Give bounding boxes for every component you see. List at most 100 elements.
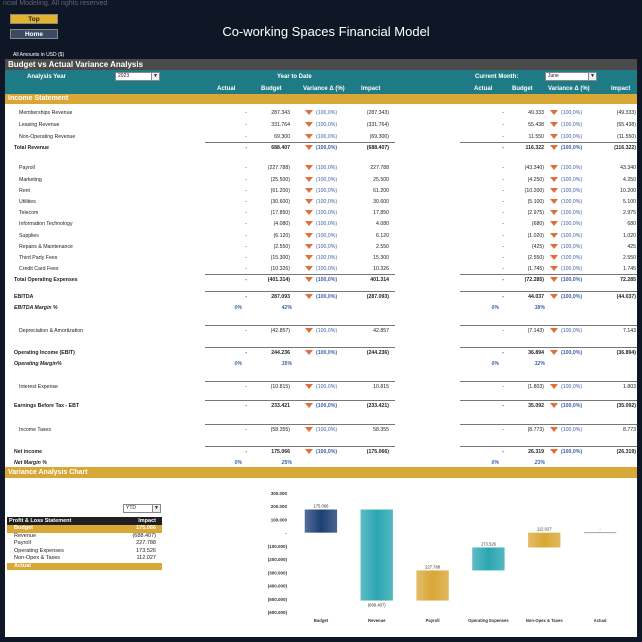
pl-row: Operating Expenses 173.526 (7, 548, 162, 556)
table-row: Marketing - (25.500) (100,0%) 25.500 - (4.250)… (5, 175, 637, 185)
budget-ytd: (61.200) (270, 188, 290, 194)
budget-ytd: (25.500) (270, 177, 290, 183)
variance-month: (100,0%) (550, 382, 582, 392)
bar-budget (304, 509, 338, 533)
current-month-select[interactable]: June ▼ (545, 72, 597, 81)
table-row: Depreciation & Amortization - (42.857) (100… (5, 326, 637, 336)
variance-ytd: (100,0%) (305, 264, 337, 274)
variance-month: (100,0%) (550, 208, 582, 218)
row-divider (460, 142, 637, 143)
impact-ytd: 10.326 (373, 266, 389, 272)
row-label: Net Margin % (14, 460, 47, 466)
row-label: Third Party Fees (19, 255, 58, 261)
impact-ytd: 227.788 (370, 165, 389, 171)
table-row: Operating Margin% 0% 35% 0% 32% (5, 359, 637, 369)
home-button[interactable]: Home (10, 29, 58, 39)
budget-ytd: (10.326) (270, 266, 290, 272)
actual-month: - (502, 134, 504, 140)
actual-ytd: - (245, 427, 247, 433)
variance-month: (100,0%) (550, 163, 582, 173)
variance-ytd: (100,0%) (305, 242, 337, 252)
data-label: 173.526 (481, 541, 497, 546)
budget-month: (680) (531, 221, 544, 227)
impact-month: (44.037) (616, 294, 636, 300)
current-month-value: June (548, 73, 559, 79)
category-label: Operating Expenses (468, 618, 509, 623)
impact-ytd: 58.355 (373, 427, 389, 433)
budget-month: (5.100) (527, 199, 544, 205)
variance-value: (100,0%) (316, 350, 338, 356)
y-tick-label: 300.000 (271, 491, 288, 496)
impact-ytd: (233.421) (366, 403, 389, 409)
actual-ytd: - (245, 384, 247, 390)
row-divider (460, 325, 637, 326)
actual-ytd: - (245, 294, 247, 300)
category-label: Non-Opex & Taxes (526, 618, 564, 623)
arrow-down-icon (550, 110, 558, 116)
table-row: Operating Income (EBIT) - 244.236 (100,0%) (… (5, 348, 637, 358)
impact-ytd: (175.066) (366, 449, 389, 455)
budget-month: (43.340) (524, 165, 544, 171)
actual-ytd: - (245, 328, 247, 334)
variance-value: (100,0%) (561, 122, 583, 128)
budget-month: 35.092 (528, 403, 544, 409)
budget-ytd: (15.300) (270, 255, 290, 261)
row-label: Repairs & Maintenance (19, 244, 73, 250)
arrow-down-icon (550, 122, 558, 128)
period-select[interactable]: YTD ▼ (123, 504, 161, 513)
impact-ytd: (287.093) (366, 294, 389, 300)
arrow-down-icon (550, 403, 558, 409)
budget-month: (1.803) (527, 384, 544, 390)
budget-ytd: (17.850) (270, 210, 290, 216)
variance-month: (100,0%) (550, 401, 582, 411)
pl-row-label: Non-Opex & Taxes (14, 555, 61, 561)
row-label: Rent (19, 188, 30, 194)
variance-value: (100,0%) (561, 294, 583, 300)
variance-value: (100,0%) (561, 233, 583, 239)
row-label: Leasing Revenue (19, 122, 60, 128)
impact-ytd: 10.815 (373, 384, 389, 390)
actual-ytd: - (245, 188, 247, 194)
budget-month: 11.550 (528, 134, 544, 140)
variance-value: (100,0%) (316, 199, 338, 205)
row-label: Total Revenue (14, 145, 50, 151)
arrow-down-icon (550, 177, 558, 183)
arrow-down-icon (305, 350, 313, 356)
pl-summary-table: Profit & Loss Statement Impact Budget 175… (7, 517, 162, 570)
margin-budget-month: 23% (534, 460, 545, 466)
actual-month: - (502, 350, 504, 356)
row-divider (205, 424, 395, 425)
variance-waterfall-chart: 300.000 200.000 100.000 - (100.000) (200.000)… (268, 491, 617, 623)
chevron-down-icon: ▼ (151, 73, 159, 80)
actual-ytd: - (245, 266, 247, 272)
table-row: Total Operating Expenses - (401.314) (100,0… (5, 275, 637, 285)
pl-row-value: 227.788 (136, 540, 156, 546)
y-tick-label: 100.000 (271, 517, 288, 522)
budget-month: (7.143) (527, 328, 544, 334)
arrow-down-icon (305, 403, 313, 409)
arrow-down-icon (550, 210, 558, 216)
row-label: Net income (14, 449, 42, 455)
impact-ytd: 61.200 (373, 188, 389, 194)
variance-value: (100,0%) (316, 255, 338, 261)
variance-ytd: (100,0%) (305, 163, 337, 173)
actual-ytd: - (245, 255, 247, 261)
budget-ytd: (2.550) (273, 244, 290, 250)
analysis-year-select[interactable]: 2023 ▼ (115, 72, 160, 81)
top-button[interactable]: Top (10, 14, 58, 24)
variance-ytd: (100,0%) (305, 120, 337, 130)
variance-value: (100,0%) (561, 255, 583, 261)
budget-ytd: (30.600) (270, 199, 290, 205)
variance-ytd: (100,0%) (305, 401, 337, 411)
impact-month: 7.143 (623, 328, 636, 334)
actual-ytd: - (245, 277, 247, 283)
arrow-down-icon (305, 328, 313, 334)
impact-month: (116.322) (614, 145, 636, 151)
impact-month: (26.319) (616, 449, 636, 455)
y-tick-label: 200.000 (271, 504, 288, 509)
pl-table-header: Profit & Loss Statement Impact (7, 517, 162, 525)
variance-value: (100,0%) (561, 328, 583, 334)
impact-month: (11.550) (617, 134, 636, 140)
margin-budget-ytd: 42% (281, 305, 292, 311)
